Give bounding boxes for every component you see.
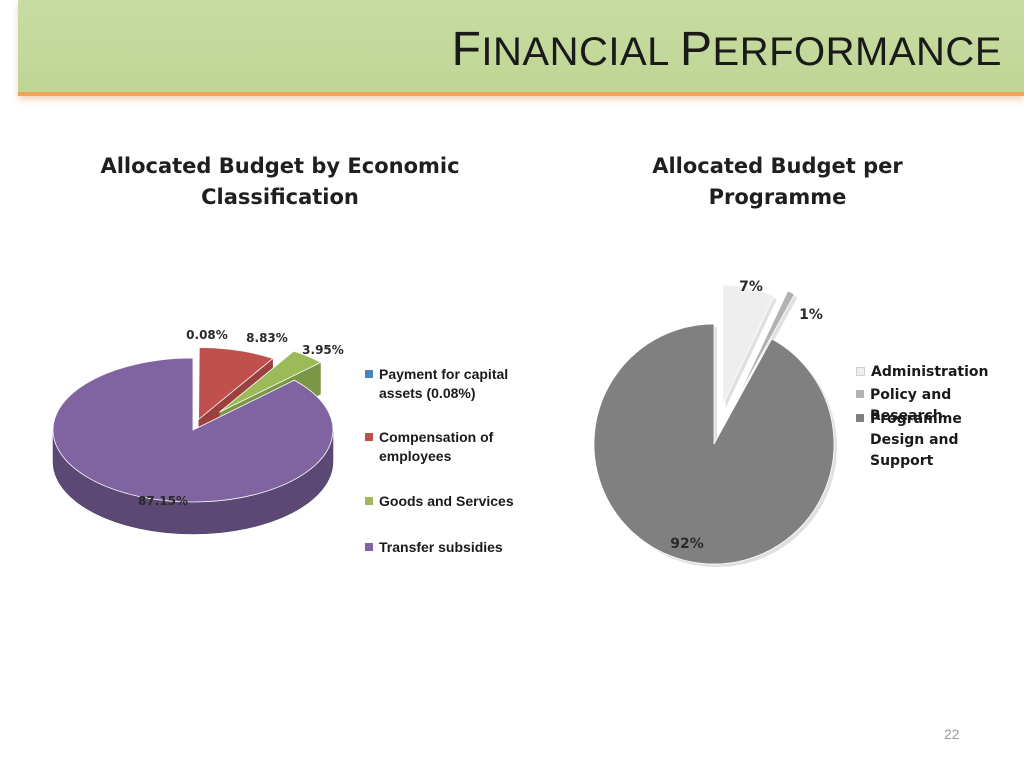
chart2-legend-swatch bbox=[856, 367, 865, 376]
chart2-legend-item-policy: Policy and Research bbox=[856, 385, 1021, 427]
chart1-legend-item-capital: Payment for capital assets (0.08%) bbox=[365, 365, 545, 403]
chart1-title-line2: Classification bbox=[201, 185, 359, 209]
chart1-title-line1: Allocated Budget by Economic bbox=[100, 154, 460, 178]
chart1-legend-swatch bbox=[365, 433, 373, 441]
chart1-legend-label: Goods and Services bbox=[379, 493, 514, 509]
chart1-slice-compensation-of-employees bbox=[198, 347, 274, 421]
chart2-legend-swatch bbox=[856, 414, 864, 422]
chart2-legend-swatch bbox=[856, 390, 864, 398]
chart2-legend-item-programme-design: Programme Design and Support bbox=[856, 409, 1016, 472]
chart2-slice-policy-and-research bbox=[736, 290, 796, 400]
chart1-legend-item-transfer: Transfer subsidies bbox=[365, 538, 545, 557]
chart2-slice-administration bbox=[722, 284, 775, 406]
chart1-data-label-goods-and-services: 3.95% bbox=[302, 343, 344, 357]
chart1-legend-label: Compensation of employees bbox=[379, 429, 494, 464]
chart2-legend-item-administration: Administration bbox=[856, 362, 1021, 383]
chart1-data-label-transfer-subsidies: 87.15% bbox=[138, 494, 188, 508]
chart2-title: Allocated Budget per Programme bbox=[652, 154, 903, 209]
chart2-legend-label: Administration bbox=[871, 364, 989, 380]
chart2-data-label-programme-design-and-support: 92% bbox=[670, 536, 704, 552]
chart1-slice-goods-and-services bbox=[219, 350, 322, 413]
chart2-legend-label: Programme Design and Support bbox=[870, 411, 962, 469]
slide-title: FINANCIAL PERFORMANCE bbox=[452, 22, 1002, 77]
chart2-data-label-administration: 7% bbox=[739, 279, 763, 295]
title-cap-p: P bbox=[680, 23, 713, 76]
page-number: 22 bbox=[944, 726, 960, 742]
chart1-data-label-compensation-of-employees: 8.83% bbox=[246, 331, 288, 345]
chart1-legend-swatch bbox=[365, 370, 373, 378]
chart1-data-label-payment-for-capital-assets-0-08: 0.08% bbox=[186, 328, 228, 342]
chart1-legend-item-goods: Goods and Services bbox=[365, 492, 545, 511]
chart1-legend-item-compensation: Compensation of employees bbox=[365, 428, 545, 466]
chart2-slice-programme-design-and-support bbox=[593, 323, 835, 565]
title-word-financial: INANCIAL bbox=[481, 30, 681, 74]
title-cap-f: F bbox=[451, 23, 482, 76]
chart2-data-label-policy-and-research: 1% bbox=[799, 307, 823, 323]
chart1-legend-swatch bbox=[365, 497, 373, 505]
title-band: FINANCIAL PERFORMANCE bbox=[18, 0, 1024, 96]
chart2-legend-label: Policy and Research bbox=[870, 387, 952, 424]
chart1-slice-transfer-subsidies bbox=[52, 357, 334, 503]
chart1-legend-label: Transfer subsidies bbox=[379, 539, 503, 555]
chart1-title: Allocated Budget by Economic Classificat… bbox=[100, 151, 460, 213]
title-word-performance: ERFORMANCE bbox=[712, 30, 1002, 74]
chart1-legend-swatch bbox=[365, 543, 373, 551]
chart1-legend-label: Payment for capital assets (0.08%) bbox=[379, 366, 509, 401]
